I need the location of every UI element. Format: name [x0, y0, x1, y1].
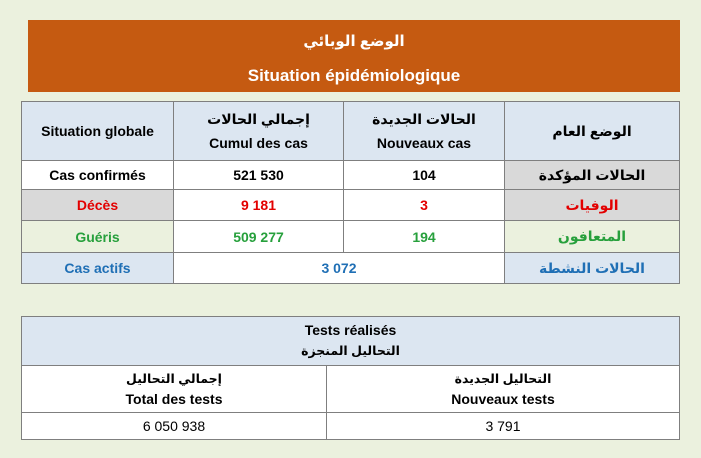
table-row-recovered: Guéris 509 277 194 المتعافون — [21, 220, 680, 253]
header-cumul: إجمالي الحالات Cumul des cas — [173, 101, 344, 161]
tests-new-french: Nouveaux tests — [451, 391, 555, 407]
table-row-deaths: Décès 9 181 3 الوفيات — [21, 189, 680, 221]
confirmed-cumul: 521 530 — [173, 160, 344, 190]
table-row-active: Cas actifs 3 072 الحالات النشطة — [21, 252, 680, 284]
table-row-confirmed: Cas confirmés 521 530 104 الحالات المؤكد… — [21, 160, 680, 190]
tests-table: Tests réalisés التحاليل المنجزة إجمالي ا… — [21, 316, 680, 440]
banner-title-french: Situation épidémiologique — [247, 66, 461, 85]
tests-title: Tests réalisés التحاليل المنجزة — [21, 316, 680, 366]
active-label-arabic: الحالات النشطة — [504, 252, 680, 284]
tests-header-row: إجمالي التحاليل Total des tests التحاليل… — [21, 365, 680, 413]
header-new-arabic: الحالات الجديدة — [372, 111, 476, 127]
confirmed-label-arabic: الحالات المؤكدة — [504, 160, 680, 190]
confirmed-new: 104 — [343, 160, 505, 190]
header-new: الحالات الجديدة Nouveaux cas — [343, 101, 505, 161]
banner-title-arabic: الوضع الوبائي — [303, 33, 405, 50]
tests-total-value: 6 050 938 — [21, 412, 327, 440]
confirmed-label: Cas confirmés — [21, 160, 174, 190]
tests-total-header: إجمالي التحاليل Total des tests — [21, 365, 327, 413]
tests-title-row: Tests réalisés التحاليل المنجزة — [21, 316, 680, 366]
tests-new-arabic: التحاليل الجديدة — [454, 372, 552, 386]
situation-header-row: Situation globale إجمالي الحالات Cumul d… — [21, 101, 680, 161]
header-situation-globale: Situation globale — [21, 101, 174, 161]
header-cumul-french: Cumul des cas — [209, 135, 308, 151]
active-value: 3 072 — [173, 252, 505, 284]
epidemiological-banner: الوضع الوبائي Situation épidémiologique — [28, 20, 680, 92]
deaths-cumul: 9 181 — [173, 189, 344, 221]
recovered-new: 194 — [343, 220, 505, 253]
recovered-cumul: 509 277 — [173, 220, 344, 253]
tests-title-arabic: التحاليل المنجزة — [301, 344, 400, 358]
deaths-new: 3 — [343, 189, 505, 221]
deaths-label: Décès — [21, 189, 174, 221]
header-general-arabic: الوضع العام — [504, 101, 680, 161]
deaths-label-arabic: الوفيات — [504, 189, 680, 221]
tests-value-row: 6 050 938 3 791 — [21, 412, 680, 440]
tests-total-french: Total des tests — [125, 391, 223, 407]
tests-total-arabic: إجمالي التحاليل — [126, 372, 222, 386]
tests-new-value: 3 791 — [326, 412, 680, 440]
recovered-label-arabic: المتعافون — [504, 220, 680, 253]
situation-table: Situation globale إجمالي الحالات Cumul d… — [21, 101, 680, 284]
tests-new-header: التحاليل الجديدة Nouveaux tests — [326, 365, 680, 413]
header-new-french: Nouveaux cas — [376, 135, 472, 151]
active-label: Cas actifs — [21, 252, 174, 284]
header-cumul-arabic: إجمالي الحالات — [207, 111, 310, 127]
tests-title-french: Tests réalisés — [304, 322, 397, 338]
recovered-label: Guéris — [21, 220, 174, 253]
